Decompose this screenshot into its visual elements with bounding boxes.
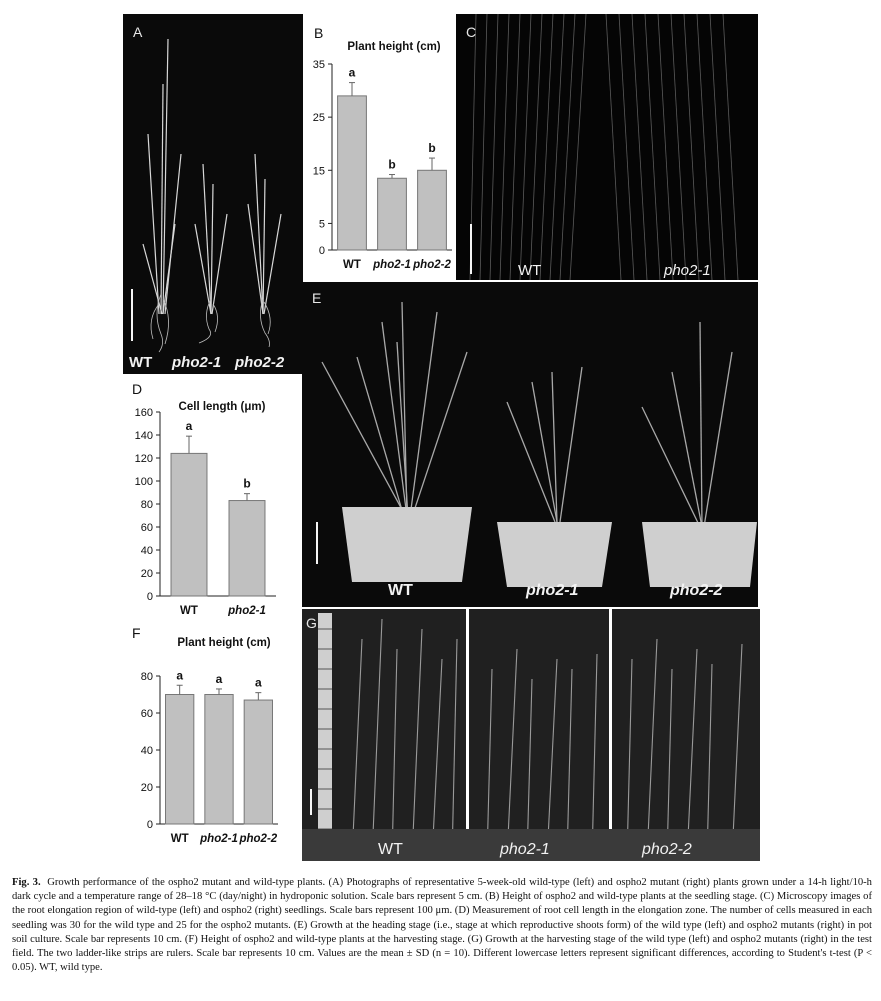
panel-e-label: E xyxy=(312,290,322,306)
y-tick-label: 35 xyxy=(313,59,325,71)
y-tick-label: 100 xyxy=(135,476,153,488)
panel-c-tag-pho2-1: pho2-1 xyxy=(664,262,711,279)
y-tick-label: 80 xyxy=(141,671,153,683)
panel-a-tag-pho2-2: pho2-2 xyxy=(235,354,285,371)
y-tick-label: 40 xyxy=(141,545,153,557)
panel-e-tag-pho2-2: pho2-2 xyxy=(670,582,723,599)
significance-letter: b xyxy=(243,477,250,491)
y-tick-label: 40 xyxy=(141,745,153,757)
category-label: pho2-2 xyxy=(238,833,277,845)
category-label: pho2-2 xyxy=(412,259,451,271)
panel-g-scale-bar xyxy=(310,789,312,815)
panel-c-label: C xyxy=(466,24,477,40)
y-tick-label: 15 xyxy=(313,165,325,177)
panel-a-label: A xyxy=(133,24,143,40)
category-label: WT xyxy=(171,833,189,845)
y-tick-label: 140 xyxy=(135,430,153,442)
panel-g-tag-wt: WT xyxy=(378,841,403,858)
bar xyxy=(243,699,273,825)
bar xyxy=(165,694,195,825)
bar xyxy=(170,452,208,597)
y-tick-label: 120 xyxy=(135,453,153,465)
y-tick-label: 5 xyxy=(319,218,325,230)
y-tick-label: 0 xyxy=(147,819,153,831)
panel-f-title: Plant height (cm) xyxy=(177,637,270,649)
y-tick-label: 160 xyxy=(135,407,153,419)
panel-g-label: G xyxy=(306,615,317,631)
y-tick-label: 80 xyxy=(141,499,153,511)
panel-a-scale-bar xyxy=(131,289,133,341)
bar xyxy=(228,500,266,597)
bar xyxy=(377,177,407,251)
y-tick-label: 20 xyxy=(141,568,153,580)
significance-letter: b xyxy=(388,158,395,172)
y-tick-label: 0 xyxy=(319,245,325,257)
category-label: pho2-1 xyxy=(227,605,266,616)
panel-f-label: F xyxy=(132,625,141,641)
figure-caption-label: Fig. 3. xyxy=(12,877,41,888)
significance-letter: b xyxy=(428,141,435,155)
bar xyxy=(337,95,367,251)
panel-a-tag-wt: WT xyxy=(129,354,153,371)
seedlings-illustration xyxy=(142,38,282,353)
y-tick-label: 25 xyxy=(313,112,325,124)
panel-g-tag-pho2-1: pho2-1 xyxy=(500,841,550,858)
significance-letter: a xyxy=(216,672,223,686)
figure-caption-text: Growth performance of the ospho2 mutant … xyxy=(12,877,872,974)
significance-letter: a xyxy=(186,419,193,433)
y-tick-label: 60 xyxy=(141,522,153,534)
panel-d-label: D xyxy=(132,381,142,397)
bar xyxy=(417,169,447,251)
panel-b-title: Plant height (cm) xyxy=(347,41,440,53)
panel-a-tag-pho2-1: pho2-1 xyxy=(172,354,222,371)
panel-d-chart: D Cell length (μm) 0 20 40 60 80 100 120 140 160 a W… xyxy=(132,381,276,616)
figure-caption: Fig. 3. Growth performance of the ospho2… xyxy=(12,876,872,975)
root-cells-illustration xyxy=(469,14,739,280)
panel-g-tag-pho2-2: pho2-2 xyxy=(642,841,692,858)
panel-c-tag-wt: WT xyxy=(518,262,542,279)
category-label: WT xyxy=(180,605,198,616)
panel-c-scale-bar xyxy=(470,224,472,274)
y-tick-label: 60 xyxy=(141,708,153,720)
panel-d-title: Cell length (μm) xyxy=(179,401,266,413)
category-label: WT xyxy=(343,259,361,271)
field-plants-illustration xyxy=(302,609,760,861)
y-tick-label: 20 xyxy=(141,782,153,794)
category-label: pho2-1 xyxy=(372,259,411,271)
panel-e-scale-bar xyxy=(316,522,318,564)
significance-letter: a xyxy=(176,668,183,682)
potted-plants-illustration xyxy=(321,301,757,587)
panel-f-chart: F Plant height (cm) 0 20 40 60 80 a WT a pho2-1 a ph… xyxy=(132,625,278,845)
panel-e-tag-pho2-1: pho2-1 xyxy=(526,582,579,599)
bar xyxy=(204,694,234,825)
panel-e-photo: E WT pho2-1 pho2-2 xyxy=(302,282,758,607)
panel-b-chart: B Plant height (cm) 0 5 15 25 35 a WT b pho2-1 b pho… xyxy=(313,25,452,271)
panel-c-photo: C WT pho2-1 xyxy=(456,14,758,280)
panel-b-label: B xyxy=(314,25,323,41)
significance-letter: a xyxy=(255,676,262,690)
significance-letter: a xyxy=(349,66,356,80)
panel-g-photo: G WT pho2-1 pho2-2 xyxy=(302,609,760,861)
panel-a-photo: A WT pho2-1 pho2-2 xyxy=(123,14,303,374)
y-tick-label: 0 xyxy=(147,591,153,603)
panel-e-tag-wt: WT xyxy=(388,582,413,599)
category-label: pho2-1 xyxy=(199,833,238,845)
